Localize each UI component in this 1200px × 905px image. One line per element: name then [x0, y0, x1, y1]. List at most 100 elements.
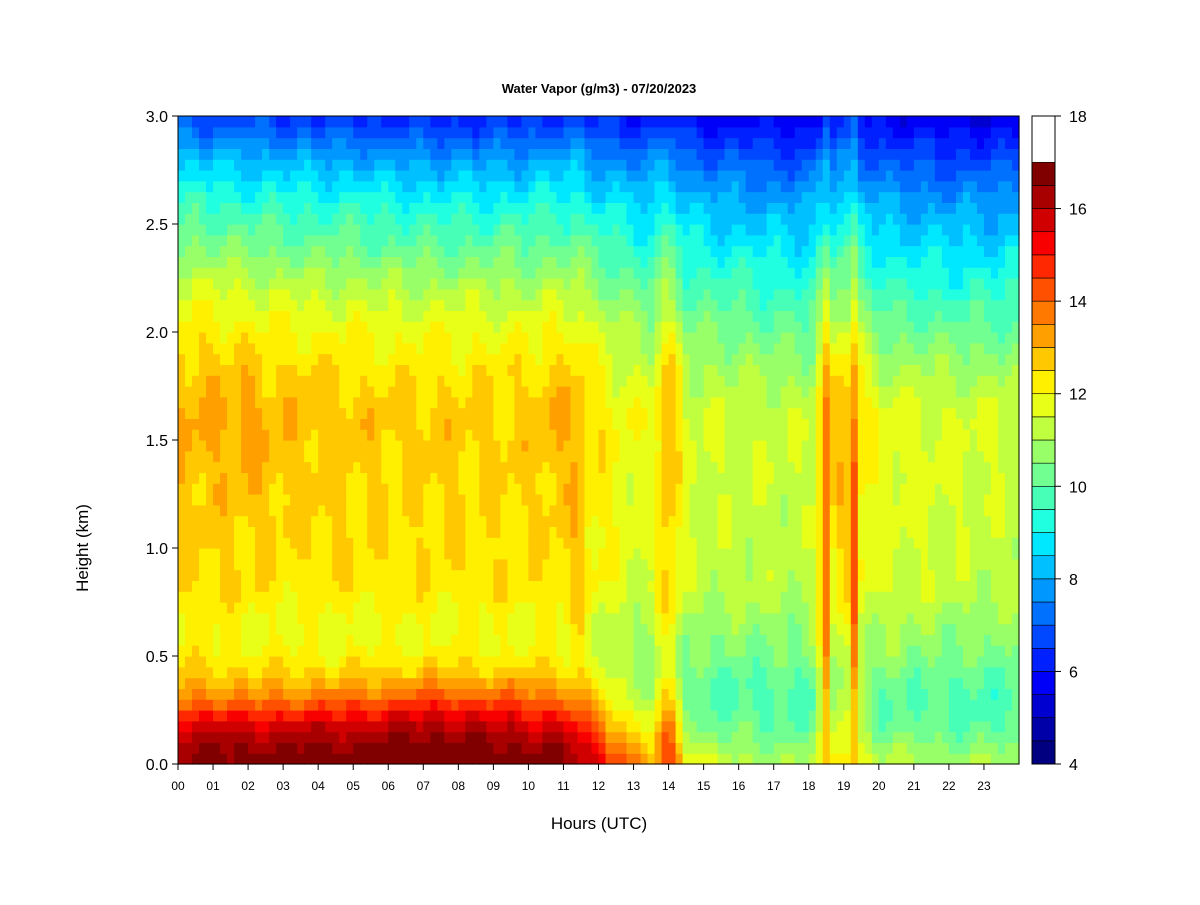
heatmap-cell — [549, 386, 558, 398]
heatmap-cell — [290, 483, 298, 495]
heatmap-cell — [542, 634, 551, 646]
heatmap-cell — [731, 580, 740, 592]
heatmap-cell — [535, 753, 544, 765]
heatmap-cell — [402, 558, 410, 571]
heatmap-cell — [416, 137, 424, 149]
heatmap-cell — [402, 364, 410, 376]
heatmap-cell — [696, 548, 705, 560]
heatmap-cell — [227, 180, 235, 193]
heatmap-cell — [360, 148, 368, 160]
heatmap-cell — [430, 126, 438, 139]
heatmap-cell — [542, 666, 551, 679]
heatmap-cell — [493, 580, 501, 592]
heatmap-cell — [423, 213, 431, 225]
heatmap-cell — [311, 375, 319, 387]
heatmap-cell — [710, 418, 719, 430]
heatmap-cell — [556, 364, 565, 376]
heatmap-cell — [416, 288, 424, 301]
heatmap-cell — [647, 234, 656, 247]
heatmap-cell — [325, 224, 333, 236]
heatmap-cell — [556, 558, 565, 571]
heatmap-cell — [745, 504, 754, 517]
heatmap-cell — [416, 537, 424, 549]
heatmap-cell — [381, 191, 389, 203]
heatmap-cell — [486, 126, 494, 139]
heatmap-cell — [745, 429, 754, 441]
heatmap-cell — [213, 191, 221, 203]
heatmap-cell — [563, 699, 572, 711]
heatmap-cell — [297, 245, 305, 257]
heatmap-cell — [227, 699, 235, 711]
heatmap-cell — [227, 742, 235, 754]
heatmap-cell — [206, 645, 214, 657]
heatmap-cell — [633, 591, 642, 603]
heatmap-cell — [451, 526, 459, 538]
heatmap-cell — [332, 299, 340, 311]
heatmap-cell — [409, 602, 417, 614]
heatmap-cell — [528, 580, 537, 592]
heatmap-cell — [276, 591, 284, 603]
heatmap-cell — [381, 472, 389, 484]
heatmap-cell — [703, 386, 712, 398]
heatmap-cell — [395, 386, 403, 398]
heatmap-cell — [549, 742, 558, 754]
heatmap-cell — [598, 710, 607, 722]
heatmap-cell — [262, 170, 270, 182]
heatmap-cell — [423, 634, 431, 646]
heatmap-cell — [570, 364, 579, 376]
heatmap-cell — [416, 753, 424, 765]
heatmap-cell — [318, 126, 326, 139]
heatmap-cell — [486, 461, 494, 473]
heatmap-cell — [465, 396, 473, 409]
heatmap-cell — [297, 256, 305, 268]
heatmap-cell — [353, 656, 361, 668]
heatmap-cell — [612, 440, 621, 452]
heatmap-cell — [374, 170, 382, 182]
heatmap-cell — [472, 224, 480, 236]
heatmap-cell — [465, 461, 473, 473]
heatmap-cell — [381, 677, 389, 689]
heatmap-cell — [577, 440, 586, 452]
heatmap-cell — [367, 483, 375, 495]
heatmap-cell — [332, 688, 340, 700]
heatmap-cell — [479, 213, 487, 225]
heatmap-cell — [451, 580, 459, 592]
heatmap-cell — [549, 494, 558, 506]
heatmap-cell — [241, 375, 249, 387]
heatmap-cell — [591, 148, 600, 160]
heatmap-cell — [458, 472, 466, 484]
heatmap-cell — [689, 537, 698, 549]
heatmap-cell — [661, 396, 670, 409]
heatmap-cell — [388, 321, 396, 333]
heatmap-cell — [213, 278, 221, 290]
heatmap-cell — [605, 623, 614, 635]
heatmap-cell — [654, 526, 663, 538]
heatmap-cell — [213, 623, 221, 635]
heatmap-cell — [668, 224, 677, 236]
heatmap-cell — [689, 386, 698, 398]
heatmap-cell — [416, 548, 424, 560]
heatmap-cell — [213, 321, 221, 333]
heatmap-cell — [458, 569, 466, 581]
heatmap-cell — [682, 537, 691, 549]
heatmap-cell — [465, 299, 473, 311]
heatmap-cell — [528, 364, 537, 376]
heatmap-cell — [304, 591, 312, 603]
heatmap-cell — [360, 407, 368, 419]
heatmap-cell — [717, 299, 726, 311]
heatmap-cell — [612, 710, 621, 722]
heatmap-cell — [206, 710, 214, 722]
heatmap-cell — [262, 591, 270, 603]
heatmap-cell — [269, 569, 277, 581]
heatmap-cell — [661, 202, 670, 214]
heatmap-cell — [612, 224, 621, 236]
heatmap-cell — [717, 256, 726, 268]
heatmap-cell — [318, 170, 326, 182]
heatmap-cell — [402, 332, 410, 344]
heatmap-cell — [486, 299, 494, 311]
heatmap-cell — [493, 450, 501, 463]
heatmap-cell — [710, 429, 719, 441]
heatmap-cell — [500, 429, 508, 441]
heatmap-cell — [633, 504, 642, 517]
heatmap-cell — [339, 202, 347, 214]
